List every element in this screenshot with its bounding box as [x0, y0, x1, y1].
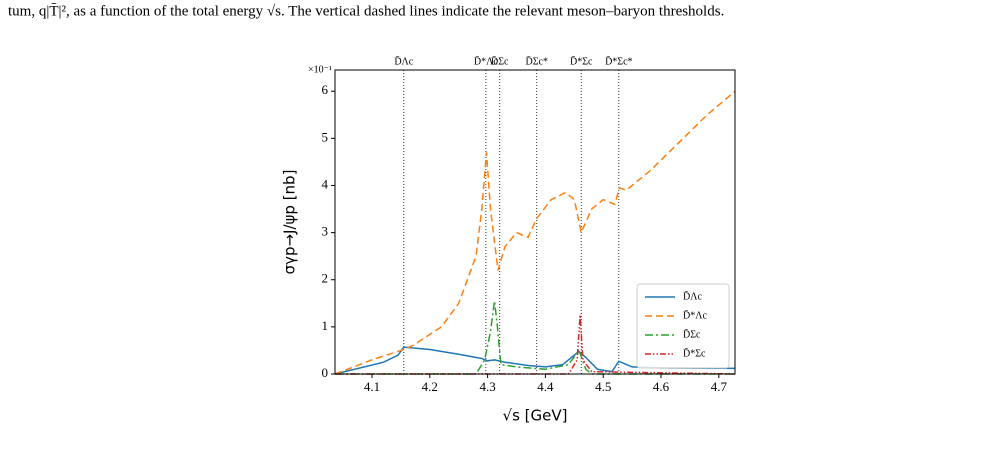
x-tick-label: 4.3 — [479, 379, 495, 394]
x-axis-label: √s [GeV] — [503, 407, 568, 425]
threshold-label: D̄Σc — [491, 55, 509, 67]
x-tick-label: 4.1 — [364, 379, 380, 394]
y-multiplier: ×10⁻¹ — [308, 64, 332, 75]
x-tick-label: 4.2 — [422, 379, 438, 394]
caption: tum, q|T̄|², as a function of the total … — [8, 3, 724, 19]
threshold-label: D̄*Λc — [474, 55, 498, 67]
y-axis-label: σγp→J/ψp [nb] — [281, 170, 299, 275]
x-tick-label: 4.5 — [595, 379, 611, 394]
y-tick-label: 4 — [322, 176, 329, 191]
x-tick-label: 4.7 — [711, 379, 728, 394]
threshold-label: D̄Λc — [394, 55, 413, 67]
series-line — [334, 90, 736, 375]
legend-label: D̄*Σc — [683, 347, 706, 359]
y-tick-label: 1 — [322, 318, 329, 333]
legend-box — [636, 283, 730, 369]
y-tick-label: 6 — [322, 82, 329, 97]
legend-label: D̄*Λc — [683, 309, 707, 321]
legend-label: D̄Λc — [683, 290, 702, 302]
legend-label: D̄Σc — [683, 328, 701, 340]
x-tick-label: 4.6 — [653, 379, 670, 394]
x-tick-label: 4.4 — [537, 379, 554, 394]
threshold-label: D̄*Σc — [570, 55, 593, 67]
plot-frame — [334, 69, 736, 375]
y-tick-label: 2 — [322, 271, 329, 286]
threshold-label: D̄Σc* — [525, 55, 547, 67]
y-tick-label: 0 — [322, 365, 329, 380]
threshold-label: D̄*Σc* — [605, 55, 632, 67]
y-tick-label: 3 — [322, 224, 329, 239]
y-tick-label: 5 — [322, 129, 329, 144]
series-line — [335, 300, 735, 375]
